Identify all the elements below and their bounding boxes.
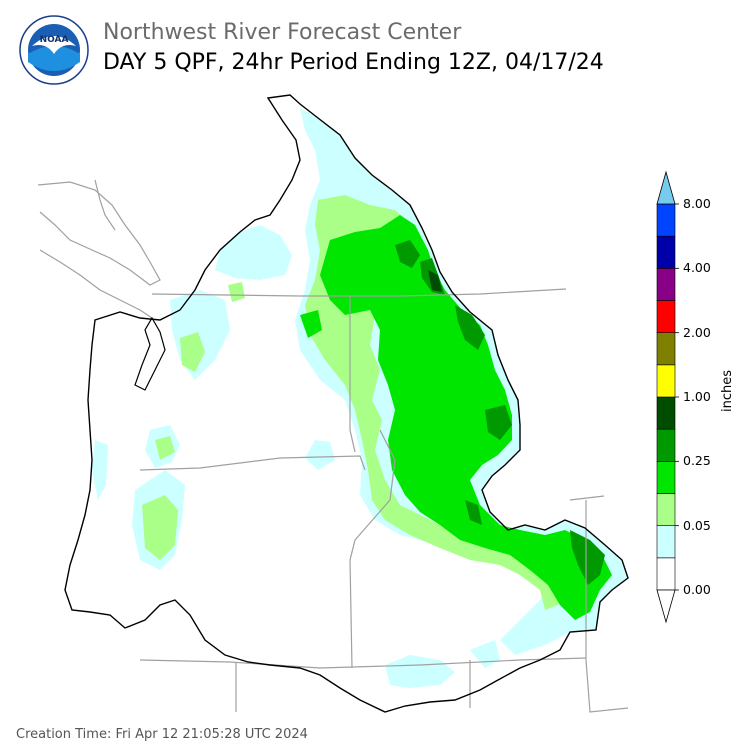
colorbar-bin bbox=[656, 300, 676, 333]
logo-text: NOAA bbox=[40, 35, 69, 45]
colorbar-tick-label: 1.00 bbox=[683, 389, 711, 404]
colorbar-tick-label: 0.05 bbox=[683, 517, 711, 533]
qpf-very-heavy bbox=[395, 240, 605, 585]
colorbar-high-extend bbox=[656, 170, 676, 205]
colorbar-bin bbox=[656, 461, 676, 494]
colorbar-bin bbox=[656, 268, 676, 301]
colorbar-bin bbox=[656, 235, 676, 269]
qpf-extreme bbox=[428, 270, 442, 292]
colorbar-units: inches bbox=[720, 369, 735, 412]
puget-sound-outline bbox=[134, 316, 166, 391]
colorbar-bin bbox=[656, 557, 676, 591]
colorbar-tick-label: 8.00 bbox=[683, 196, 711, 211]
product-title: DAY 5 QPF, 24hr Period Ending 12Z, 04/17… bbox=[103, 50, 604, 75]
colorbar-bin bbox=[656, 493, 676, 526]
colorbar-bin bbox=[656, 428, 676, 462]
colorbar-tick-label: 2.00 bbox=[683, 324, 711, 340]
creation-time: Creation Time: Fri Apr 12 21:05:28 UTC 2… bbox=[16, 727, 308, 742]
colorbar-bin bbox=[656, 203, 676, 237]
colorbar-bin bbox=[656, 332, 676, 366]
colorbar-bin bbox=[656, 525, 676, 559]
org-title: Northwest River Forecast Center bbox=[103, 20, 462, 45]
basin-outline bbox=[64, 94, 629, 713]
colorbar-low-extend bbox=[656, 589, 676, 624]
qpf-heavy bbox=[300, 215, 612, 620]
colorbar-tick-label: 0.00 bbox=[683, 582, 711, 597]
colorbar-bin bbox=[656, 364, 676, 398]
noaa-logo-icon: NOAA bbox=[19, 15, 89, 85]
state-borders bbox=[139, 288, 629, 713]
colorbar-tick-label: 4.00 bbox=[683, 260, 711, 276]
colorbar-tick-label: 0.25 bbox=[683, 453, 711, 469]
colorbar-bin bbox=[656, 396, 676, 430]
